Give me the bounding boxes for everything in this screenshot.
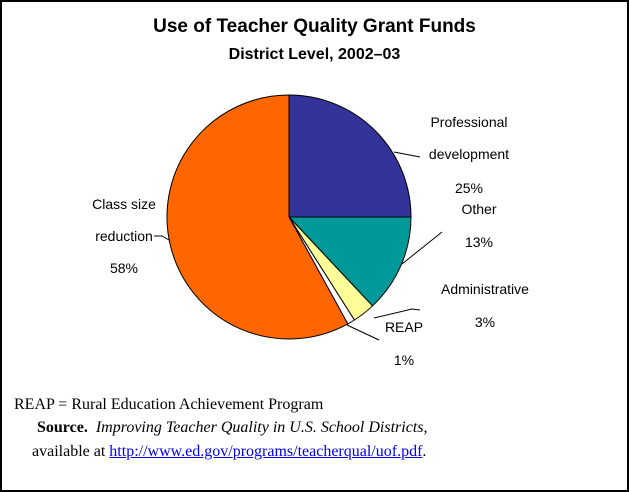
source-link-line: available at http://www.ed.gov/programs/… xyxy=(32,443,426,461)
slice-label: Administrative xyxy=(441,281,529,297)
leader-line xyxy=(154,235,170,241)
slice-value-label: 58% xyxy=(109,260,139,276)
slice-label: Other xyxy=(461,201,497,217)
footnote: REAP = Rural Education Achievement Progr… xyxy=(14,396,324,413)
leader-line xyxy=(401,231,443,265)
pie-slice xyxy=(166,94,349,340)
slice-value-label: 1% xyxy=(393,352,415,368)
leader-line xyxy=(373,308,421,319)
pie-slice xyxy=(288,94,412,218)
source-line: Source. Improving Teacher Quality in U.S… xyxy=(37,419,428,437)
slice-label: Class size reduction xyxy=(92,196,156,244)
slice-value-label: 13% xyxy=(464,234,494,250)
source-end: . xyxy=(422,443,427,460)
chart-title: Use of Teacher Quality Grant Funds xyxy=(153,16,476,37)
leader-line xyxy=(346,324,380,341)
leader-line xyxy=(393,151,421,158)
slice-label: REAP xyxy=(384,319,424,335)
pie-slice xyxy=(287,216,412,307)
source-title: Improving Teacher Quality in U.S. School… xyxy=(95,419,428,436)
source-text: available at xyxy=(32,443,106,460)
slice-label: Professional development xyxy=(428,114,510,162)
source-label: Source. xyxy=(37,419,88,436)
chart-subtitle: District Level, 2002–03 xyxy=(228,46,401,63)
source-link[interactable]: http://www.ed.gov/programs/teacherqual/u… xyxy=(109,443,423,460)
slice-value-label: 3% xyxy=(474,314,496,330)
leader-lines xyxy=(154,151,443,341)
slice-value-label: 25% xyxy=(454,180,484,196)
